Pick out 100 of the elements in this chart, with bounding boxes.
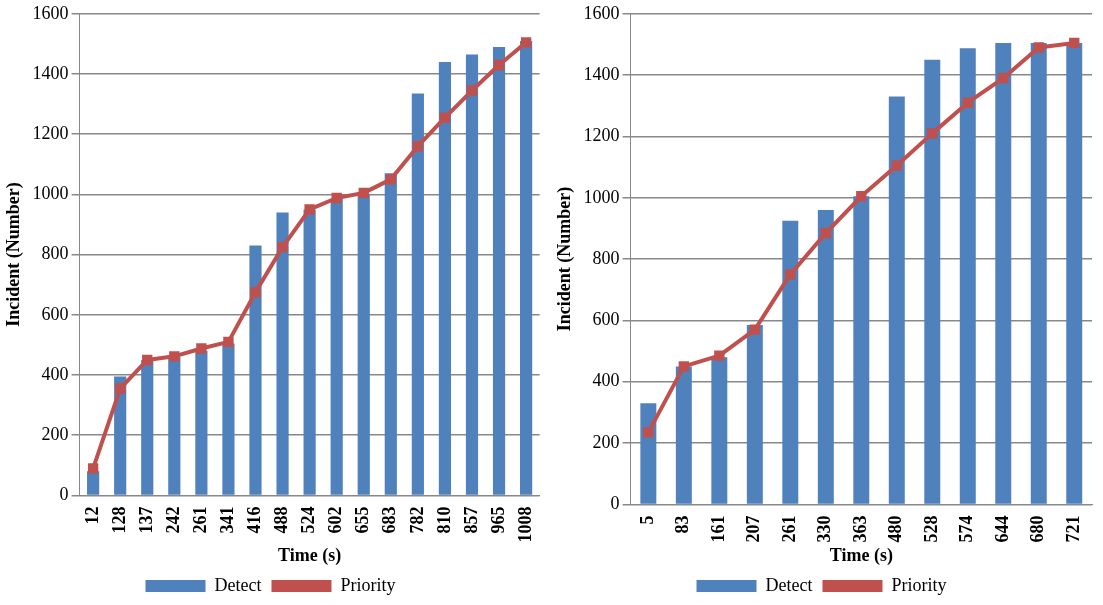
point	[962, 97, 973, 108]
x-axis-title: Time (s)	[278, 544, 342, 566]
bar	[276, 212, 289, 495]
y-tick-label: 800	[41, 243, 69, 264]
bar	[330, 198, 343, 495]
point	[196, 343, 207, 354]
y-tick-label: 200	[592, 431, 620, 452]
bar	[492, 46, 506, 495]
point	[87, 463, 99, 474]
point	[493, 59, 505, 71]
y-tick-label: 600	[592, 309, 620, 330]
point	[1069, 37, 1080, 49]
x-tick-label: 721	[1062, 515, 1083, 543]
point	[643, 427, 654, 438]
x-tick-label: 965	[487, 506, 508, 534]
point	[142, 354, 153, 366]
x-tick-label: 680	[1027, 515, 1048, 543]
y-tick-label: 1400	[583, 63, 620, 84]
bar	[249, 245, 262, 495]
point	[520, 37, 532, 48]
x-tick-label: 1008	[514, 506, 535, 543]
bar	[888, 96, 905, 504]
x-tick-label: 261	[190, 506, 211, 534]
bar	[1066, 42, 1083, 504]
x-tick-label: 83	[672, 515, 693, 534]
bar	[995, 42, 1012, 504]
y-tick-label: 1400	[32, 62, 69, 83]
bar	[357, 194, 370, 495]
point	[1033, 42, 1044, 53]
x-tick-label: 261	[778, 515, 799, 543]
point	[385, 174, 396, 185]
bar	[384, 173, 397, 495]
point	[304, 204, 315, 215]
y-tick-label: 800	[592, 247, 620, 268]
bar	[222, 343, 235, 495]
x-tick-label: 341	[217, 506, 238, 534]
legend-label: Detect	[214, 574, 262, 595]
bar	[438, 61, 452, 495]
point	[856, 191, 867, 202]
point	[466, 85, 478, 96]
x-tick-label: 655	[352, 506, 373, 534]
point	[358, 187, 369, 199]
x-tick-label: 810	[433, 506, 454, 534]
bar	[675, 366, 692, 504]
point	[785, 269, 796, 280]
point	[749, 324, 761, 335]
bar	[411, 93, 424, 495]
y-tick-label: 200	[41, 423, 69, 444]
x-tick-label: 480	[885, 515, 906, 543]
point	[927, 128, 938, 139]
x-tick-label: 207	[743, 515, 764, 543]
point	[277, 241, 288, 253]
y-axis-title: Incident (Number)	[554, 186, 576, 332]
x-tick-label: 782	[406, 506, 427, 534]
point	[678, 361, 690, 372]
point	[439, 112, 451, 123]
bar	[782, 220, 799, 504]
point	[331, 192, 342, 204]
x-tick-label: 5	[637, 515, 657, 525]
x-tick-label: 363	[849, 515, 870, 543]
bar	[711, 357, 728, 504]
x-tick-label: 644	[991, 515, 1012, 543]
legend-label: Priority	[891, 574, 947, 595]
x-tick-label: 330	[814, 515, 835, 543]
y-tick-label: 0	[59, 484, 69, 505]
x-tick-label: 161	[707, 515, 728, 543]
x-tick-label: 574	[956, 515, 977, 543]
bar	[303, 209, 316, 495]
x-tick-label: 857	[460, 506, 481, 534]
bar	[141, 359, 154, 495]
y-tick-label: 1000	[32, 183, 69, 204]
bar	[465, 54, 479, 495]
bar	[924, 59, 941, 504]
x-tick-label: 524	[298, 506, 319, 534]
x-tick-label: 488	[271, 506, 292, 534]
point	[169, 351, 180, 362]
point	[115, 383, 126, 394]
y-tick-label: 1600	[32, 2, 69, 23]
y-tick-label: 0	[610, 493, 620, 514]
x-tick-label: 128	[108, 506, 129, 534]
bar	[959, 48, 976, 504]
y-tick-label: 400	[41, 363, 69, 384]
point	[891, 160, 902, 171]
bar	[520, 40, 533, 495]
y-axis-title: Incident (Number)	[3, 182, 25, 327]
point	[250, 287, 261, 298]
bar	[87, 471, 100, 495]
y-tick-label: 600	[41, 303, 69, 324]
point	[998, 73, 1009, 84]
legend-label: Priority	[340, 574, 396, 595]
x-tick-label: 242	[162, 506, 183, 534]
y-tick-label: 1000	[583, 186, 620, 207]
point	[714, 350, 725, 361]
y-tick-label: 1200	[583, 125, 620, 146]
bar	[195, 350, 208, 495]
y-tick-label: 400	[592, 370, 620, 391]
bar	[746, 325, 763, 504]
x-axis-title: Time (s)	[829, 544, 893, 566]
legend-label: Detect	[765, 574, 813, 595]
x-tick-label: 12	[81, 506, 102, 525]
